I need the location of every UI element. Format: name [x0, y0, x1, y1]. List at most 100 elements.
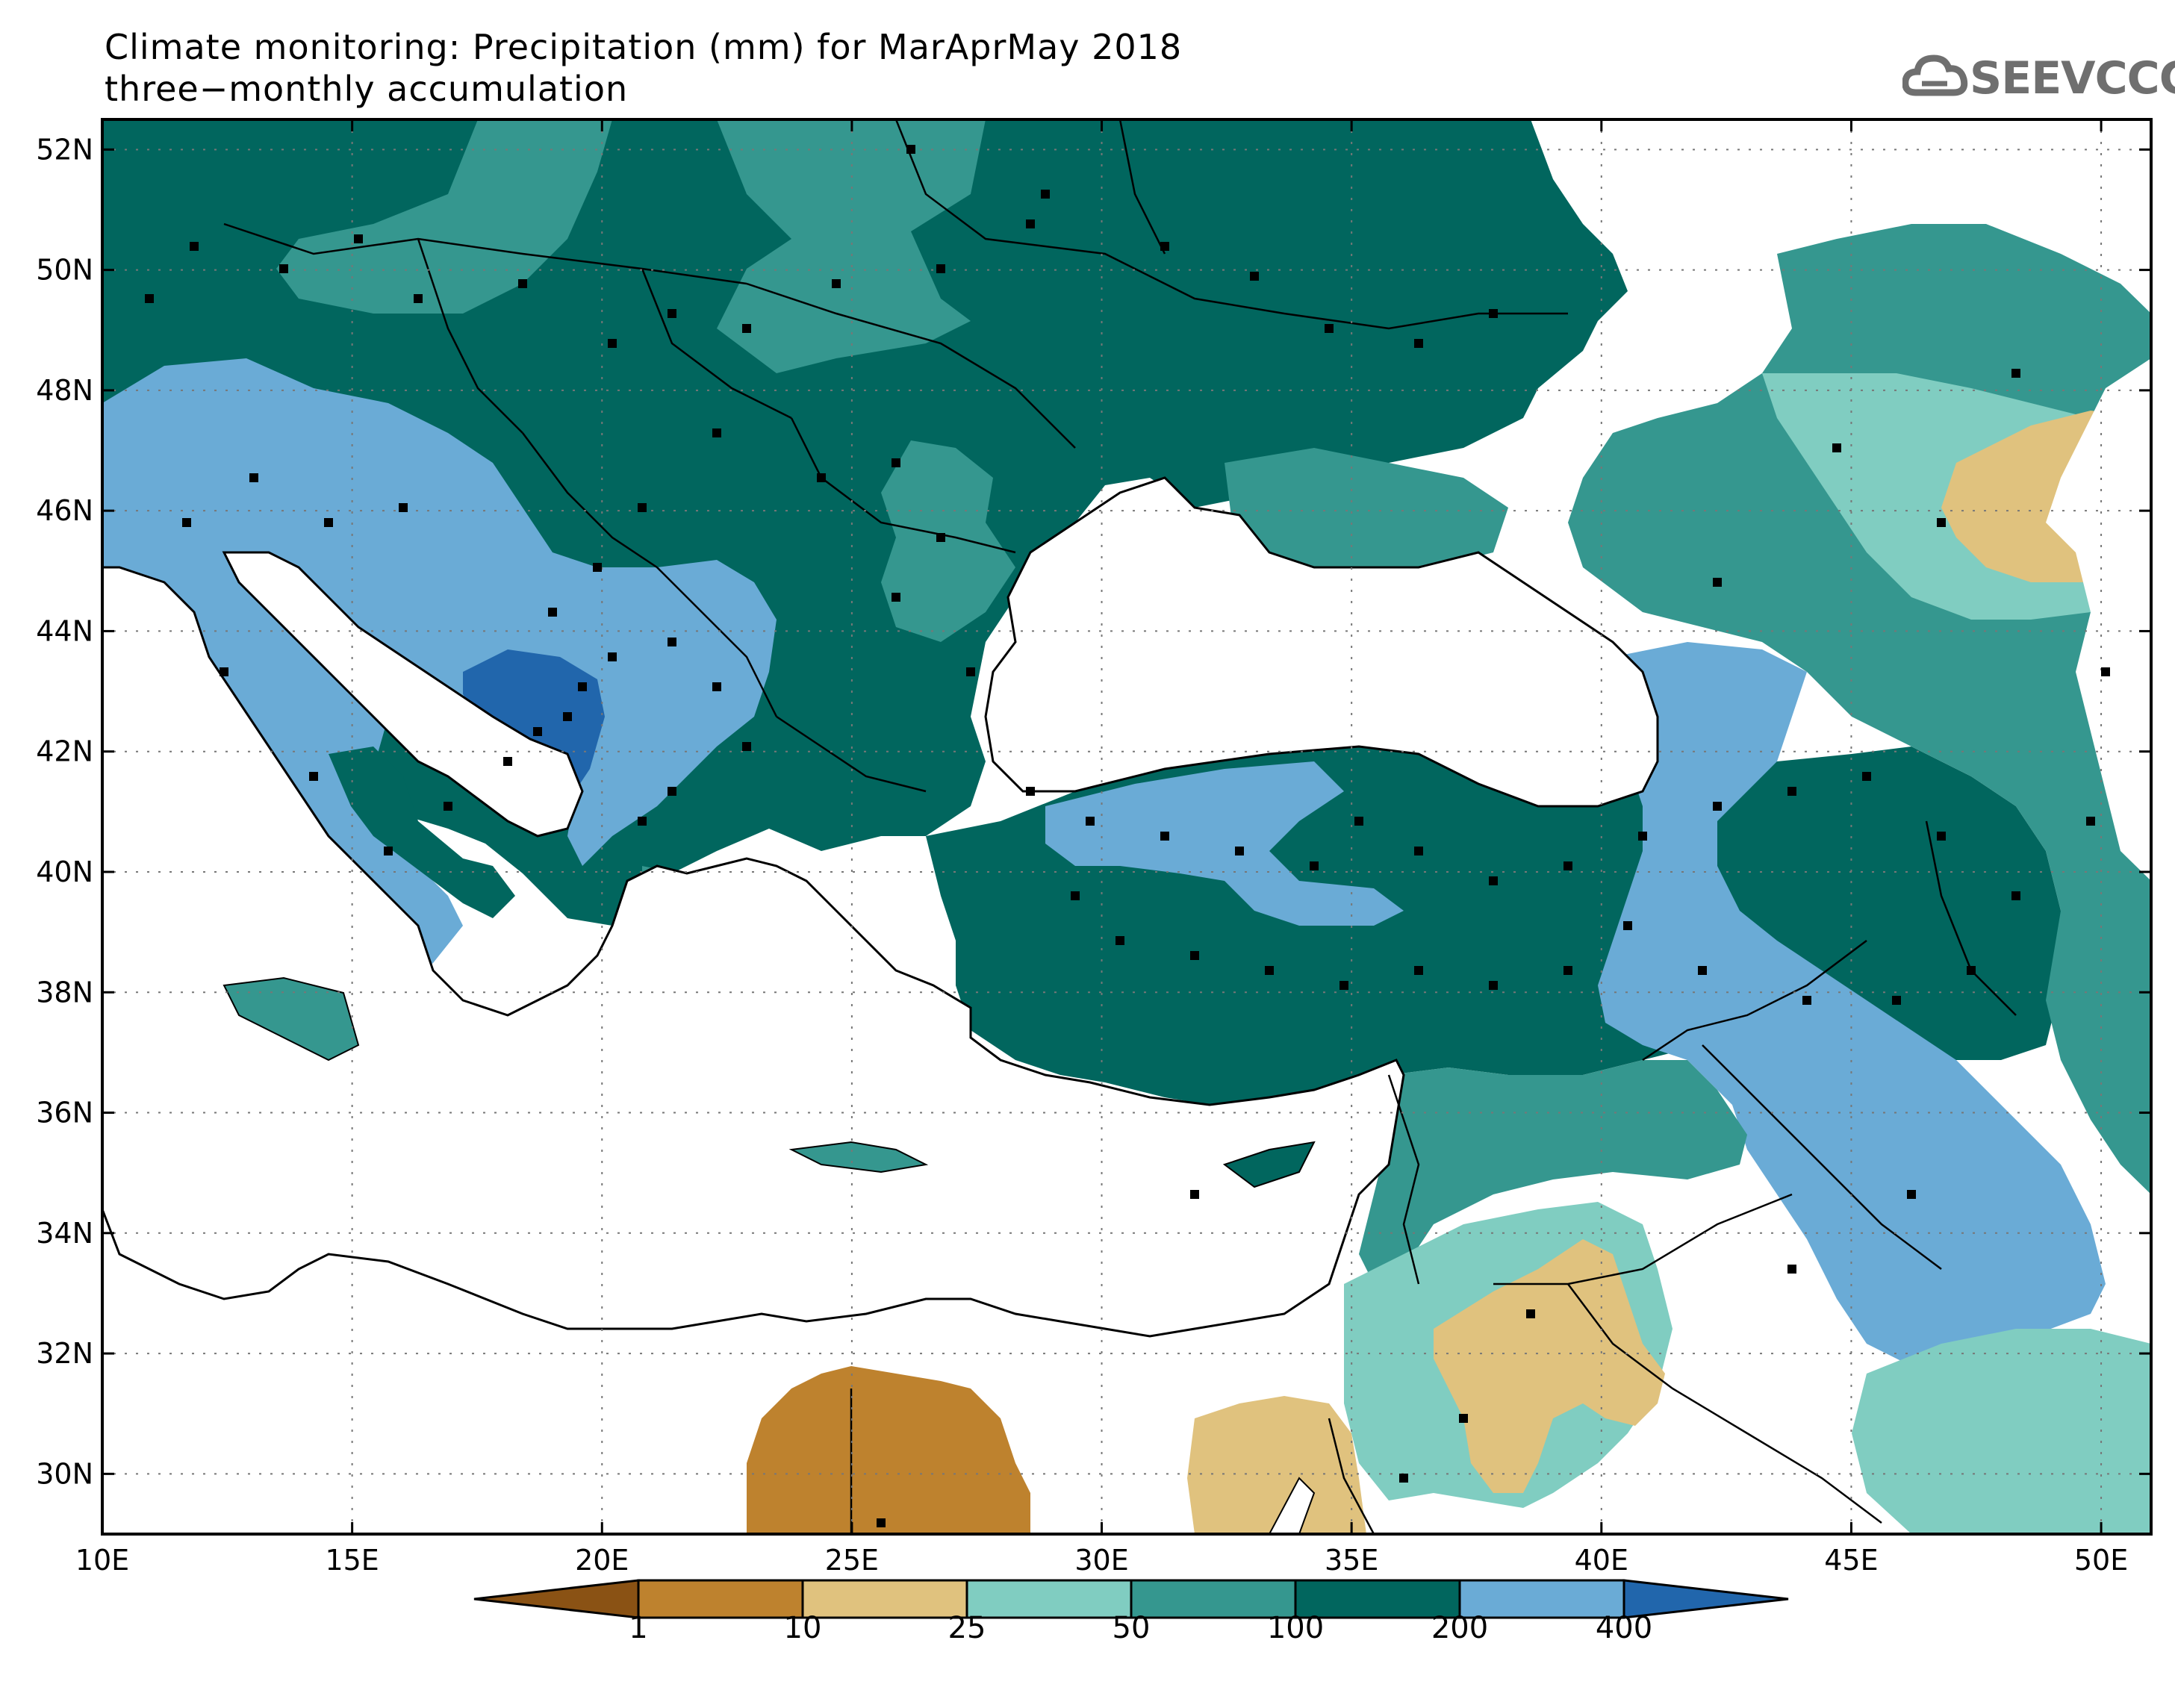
station-marker	[1489, 309, 1498, 318]
latitude-labels: 30N 32N 34N 36N 38N 40N 42N 44N 46N 48N 50N 52N	[36, 133, 93, 1490]
station-marker	[2011, 369, 2020, 378]
precip-region-200-400-turkey	[1045, 761, 1404, 926]
station-marker	[1235, 847, 1244, 855]
station-marker	[966, 667, 975, 676]
station-marker	[832, 279, 841, 288]
sicily-island	[223, 976, 360, 1062]
station-marker	[309, 772, 318, 781]
crete-island	[788, 1141, 929, 1174]
station-marker	[593, 563, 602, 572]
station-marker	[936, 533, 945, 542]
country-borders	[223, 119, 2017, 1534]
lat-tick-label: 38N	[36, 976, 93, 1009]
precip-region-50-100-ukraine	[717, 119, 986, 373]
lat-tick-label: 44N	[36, 614, 93, 647]
station-marker	[414, 294, 423, 303]
colorbar-label: 50	[1112, 1611, 1151, 1645]
station-marker	[2011, 891, 2020, 900]
precip-region-25-50-gulf	[1852, 1329, 2151, 1534]
lat-tick-label: 52N	[36, 133, 93, 166]
adriatic-sea	[222, 551, 584, 838]
station-marker	[1414, 847, 1423, 855]
logo-text: SEEVCCC	[1970, 52, 2175, 105]
station-marker	[712, 682, 721, 691]
station-marker	[1414, 339, 1423, 348]
lat-tick-label: 40N	[36, 855, 93, 888]
station-marker	[742, 324, 751, 333]
station-marker	[1489, 876, 1498, 885]
station-marker	[190, 242, 199, 251]
station-marker	[742, 742, 751, 751]
station-marker	[877, 1518, 886, 1527]
station-marker	[1526, 1309, 1535, 1318]
lon-tick-label: 30E	[1074, 1544, 1128, 1577]
station-marker	[548, 608, 557, 617]
colorbar-swatch	[1130, 1579, 1297, 1619]
station-marker	[817, 473, 826, 482]
lat-tick-label: 34N	[36, 1217, 93, 1250]
precip-region-50-100-carpathian	[276, 119, 612, 314]
colorbar-swatch	[637, 1579, 804, 1619]
station-marker	[1399, 1474, 1408, 1483]
station-marker	[906, 145, 915, 154]
station-marker	[1832, 443, 1841, 452]
station-marker	[220, 667, 228, 676]
lat-tick-label: 32N	[36, 1337, 93, 1370]
colorbar-swatch	[965, 1579, 1133, 1619]
lon-tick-label: 10E	[75, 1544, 129, 1577]
map-frame	[101, 118, 2153, 1536]
lat-tick-label: 42N	[36, 735, 93, 768]
station-marker	[1937, 832, 1946, 841]
lon-tick-label: 20E	[575, 1544, 629, 1577]
colorbar-label: 200	[1431, 1611, 1489, 1645]
lat-tick-label: 30N	[36, 1457, 93, 1490]
station-marker	[444, 802, 452, 811]
station-marker	[1026, 787, 1035, 796]
lat-tick-label: 46N	[36, 494, 93, 527]
graticule	[102, 119, 2151, 1534]
station-marker	[668, 638, 676, 646]
station-marker	[1354, 817, 1363, 826]
station-marker	[1713, 578, 1722, 587]
station-marker	[1787, 787, 1796, 796]
station-marker	[1190, 1190, 1199, 1199]
colorbar-min-arrow	[473, 1579, 640, 1619]
station-marker	[2086, 817, 2095, 826]
station-marker	[182, 518, 191, 527]
station-marker	[1907, 1190, 1916, 1199]
lon-tick-label: 35E	[1325, 1544, 1378, 1577]
station-marker	[668, 309, 676, 318]
precip-region-10-25-sinai	[1187, 1396, 1366, 1534]
station-marker	[1115, 936, 1124, 945]
station-marker	[638, 817, 647, 826]
station-marker	[638, 503, 647, 512]
station-marker	[1160, 832, 1169, 841]
station-marker	[1892, 996, 1901, 1005]
lat-tick-label: 50N	[36, 254, 93, 287]
colorbar	[473, 1579, 1789, 1619]
station-marker	[399, 503, 408, 512]
colorbar-swatch	[801, 1579, 968, 1619]
station-marker	[1787, 1265, 1796, 1274]
seevccc-logo: SEEVCCC	[1902, 46, 2175, 113]
station-marker	[563, 712, 572, 721]
mediterranean-sea	[102, 566, 1405, 1338]
black-sea	[984, 476, 1659, 808]
station-marker	[1265, 966, 1274, 975]
precip-region-100-200-italy	[329, 747, 515, 918]
lon-tick-label: 25E	[825, 1544, 879, 1577]
station-marker	[1026, 219, 1035, 228]
station-marker	[518, 279, 527, 288]
station-marker	[608, 339, 617, 348]
lon-tick-label: 15E	[325, 1544, 379, 1577]
colorbar-swatch	[1458, 1579, 1625, 1619]
station-marker	[1638, 832, 1647, 841]
station-marker	[1937, 518, 1946, 527]
station-marker	[1160, 242, 1169, 251]
station-marker	[1190, 951, 1199, 960]
station-marker	[892, 458, 900, 467]
precip-region-50-100-crimea	[1225, 448, 1508, 590]
colorbar-label: 400	[1595, 1611, 1653, 1645]
lat-tick-label: 48N	[36, 374, 93, 407]
